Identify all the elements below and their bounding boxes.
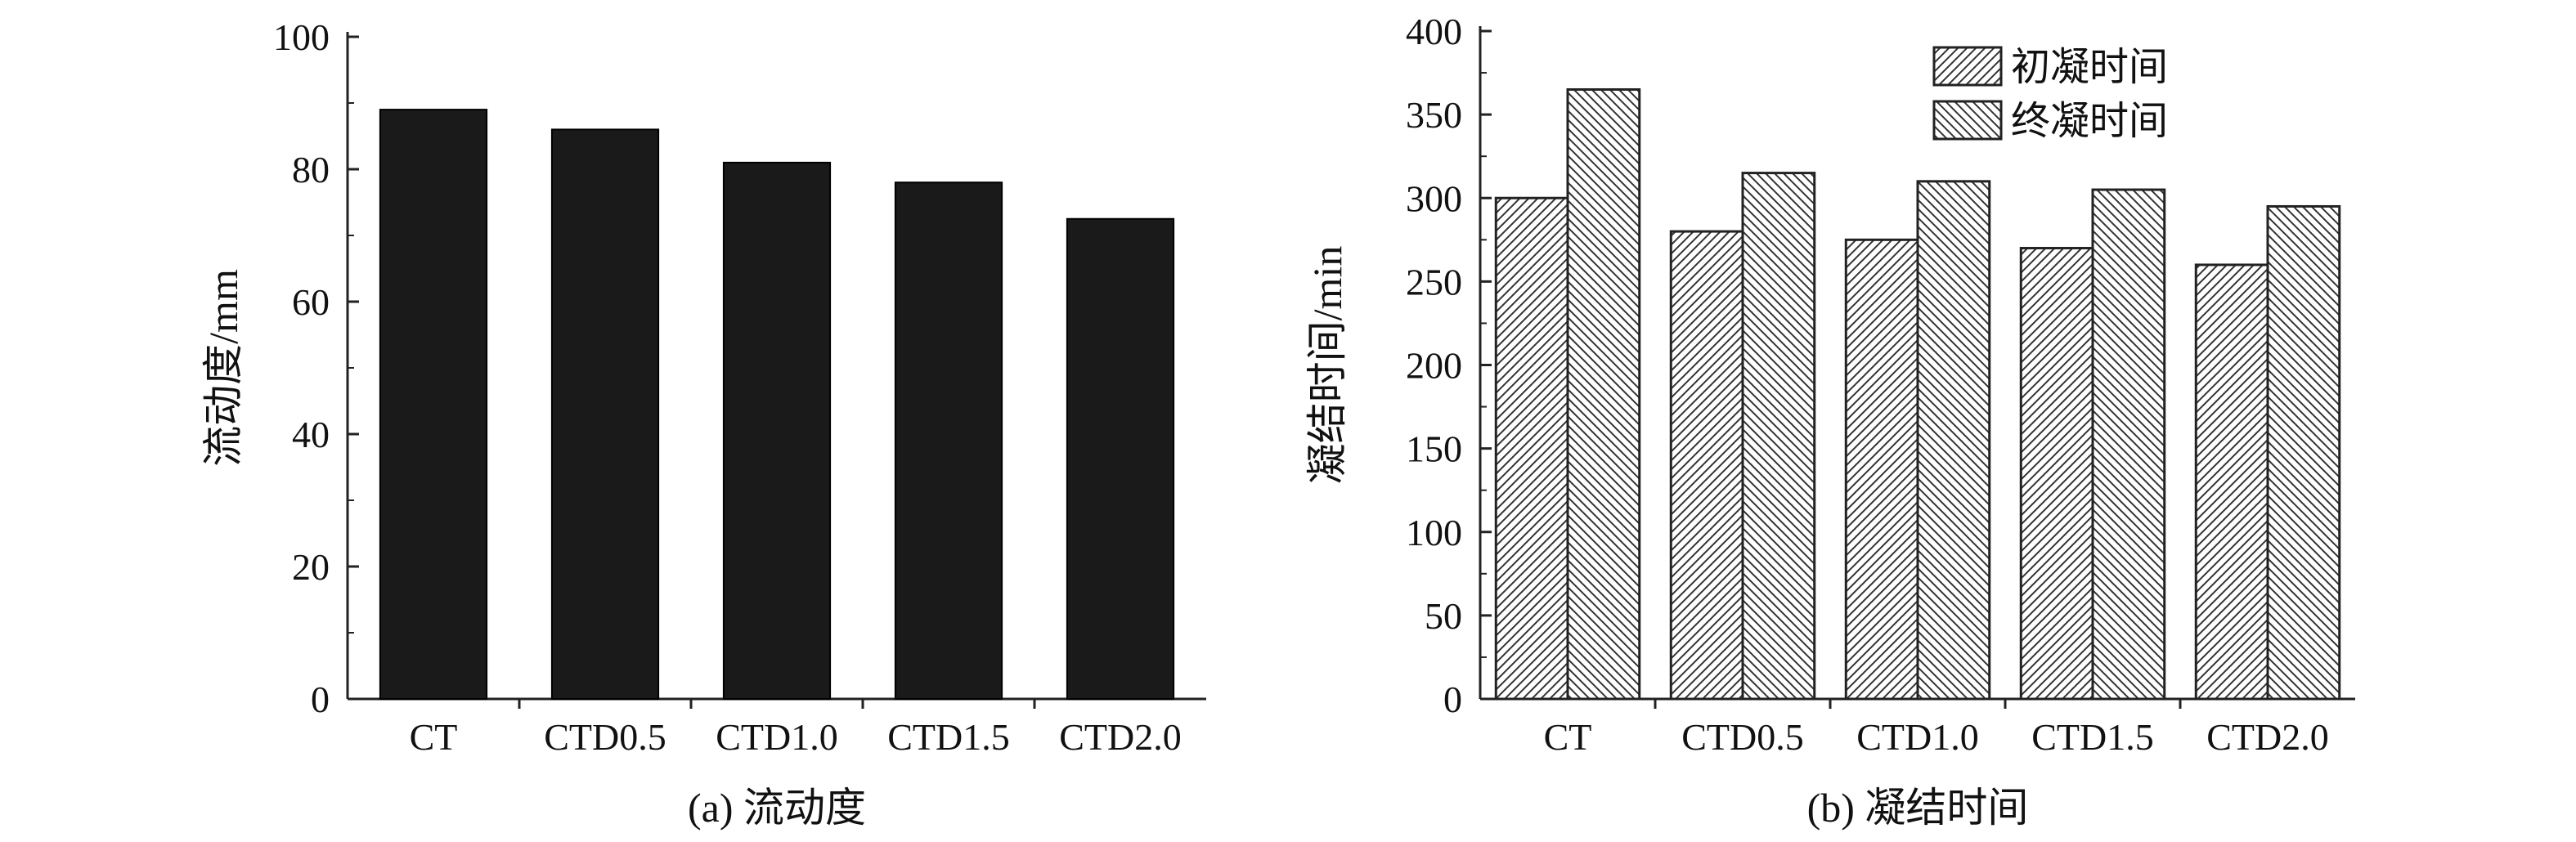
bar-series-2 [2266, 204, 2341, 701]
chart-caption: (a) 流动度 [688, 785, 866, 831]
x-tick-label: CTD1.5 [887, 716, 1010, 758]
bar-series-2 [1916, 180, 1991, 701]
y-tick-label: 250 [1406, 261, 1462, 302]
y-tick-label: 300 [1406, 177, 1462, 219]
bar [379, 109, 488, 701]
y-tick-label: 60 [292, 281, 330, 323]
bar [722, 161, 832, 700]
x-tick-label: CT [410, 716, 458, 758]
y-tick-label: 0 [1443, 679, 1462, 720]
bar-series-2 [1741, 172, 1816, 701]
y-axis-title: 流动度/mm [200, 269, 246, 467]
bar-series-1 [2019, 247, 2094, 701]
y-tick-label: 400 [1406, 11, 1462, 52]
y-tick-label: 100 [273, 16, 330, 58]
y-axis-title: 凝结时间/min [1304, 246, 1350, 485]
bar-series-1 [2194, 263, 2269, 701]
bar [1066, 217, 1175, 700]
y-tick-label: 100 [1406, 512, 1462, 553]
x-tick-label: CTD2.0 [1059, 716, 1182, 758]
legend-label: 终凝时间 [2011, 100, 2168, 143]
legend-swatch [1932, 46, 2003, 87]
bar-series-1 [1844, 238, 1919, 701]
x-tick-label: CTD1.0 [1856, 716, 1979, 758]
x-tick-label: CTD2.0 [2206, 716, 2329, 758]
y-tick-label: 200 [1406, 345, 1462, 387]
bar [550, 128, 660, 700]
y-tick-label: 80 [292, 149, 330, 190]
x-tick-label: CT [1544, 716, 1592, 758]
y-tick-label: 50 [1425, 595, 1462, 637]
flow-chart: 0 20 40 60 80 100 流动度/mm CT CTD0.5 CTD1.0 CTD1.5 CT… [200, 16, 1206, 831]
x-tick-label: CTD0.5 [1681, 716, 1804, 758]
y-tick-label: 0 [311, 679, 330, 720]
bar-series-2 [1566, 87, 1641, 701]
x-tick-label: CTD0.5 [544, 716, 666, 758]
y-tick-label: 20 [292, 546, 330, 588]
y-tick-label: 40 [292, 414, 330, 455]
x-tick-label: CTD1.0 [716, 716, 838, 758]
bar [894, 181, 1003, 700]
bar-series-1 [1494, 196, 1569, 701]
chart-caption: (b) 凝结时间 [1807, 785, 2029, 831]
setting-time-chart: 0 50 100 150 200 250 300 350 400 凝结时间/min CT CTD0.5… [1304, 11, 2355, 831]
bar-series-1 [1669, 230, 1744, 701]
y-tick-label: 150 [1406, 428, 1462, 470]
y-tick-label: 350 [1406, 94, 1462, 136]
x-tick-label: CTD1.5 [2031, 716, 2154, 758]
legend-swatch [1932, 100, 2003, 141]
legend-label: 初凝时间 [2011, 46, 2168, 89]
bar-series-2 [2091, 188, 2166, 701]
